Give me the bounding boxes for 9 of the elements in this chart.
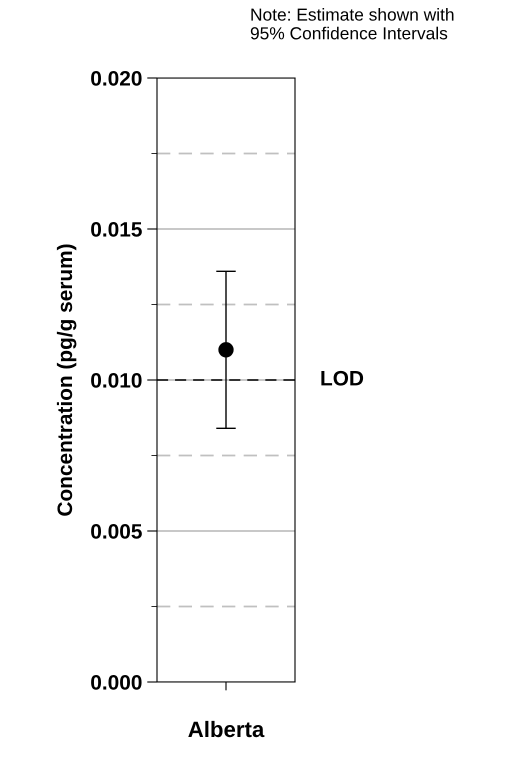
y-tick-label: 0.000 xyxy=(91,675,142,690)
ref-line-label: LOD xyxy=(321,370,364,386)
text: Note: Estimate shown with 95% Confidence Intervals xyxy=(250,8,454,40)
x-tick-label: Alberta xyxy=(188,720,264,738)
y-axis-title: Concentration (pg/g serum) xyxy=(56,244,76,516)
y-tick-label: 0.020 xyxy=(91,71,142,86)
y-tick-label: 0.005 xyxy=(91,524,142,539)
y-tick-label: 0.010 xyxy=(91,373,142,388)
y-tick-label: 0.015 xyxy=(91,222,142,237)
